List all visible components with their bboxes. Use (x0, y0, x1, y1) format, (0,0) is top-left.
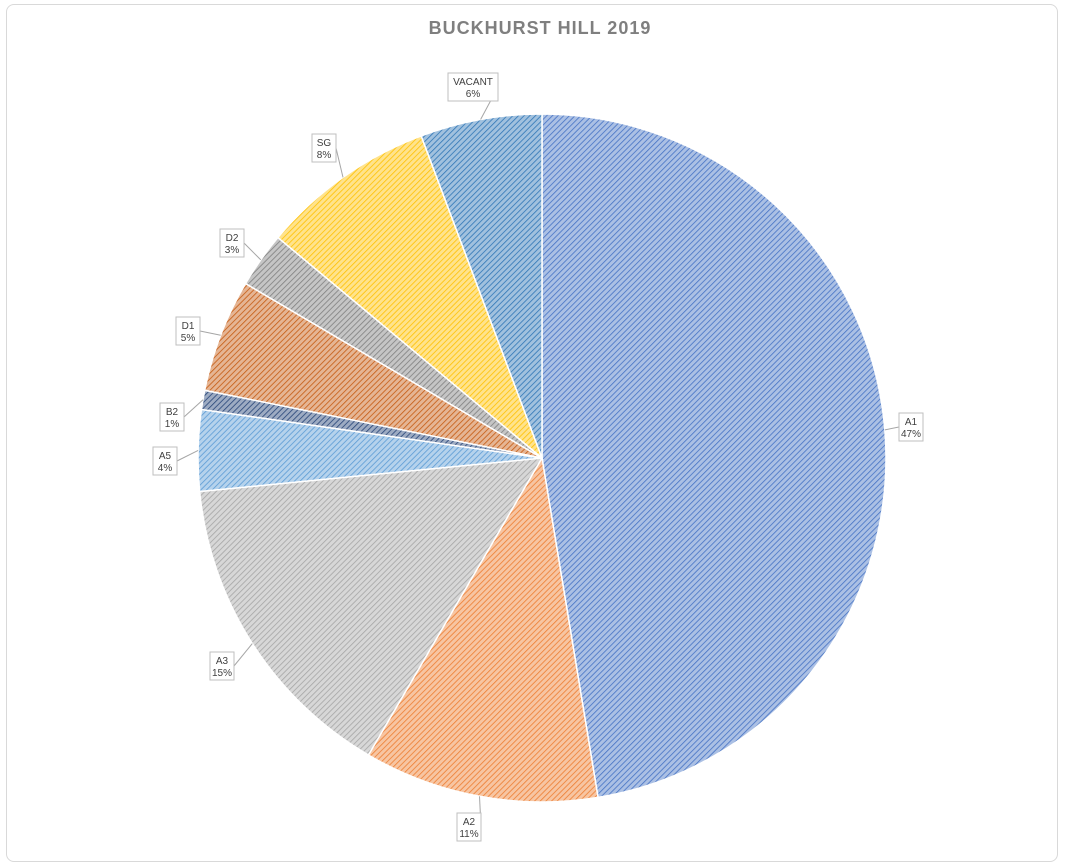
data-label-category: A1 (905, 417, 918, 428)
data-label-percent: 4% (158, 463, 173, 474)
slice-a1[interactable] (541, 113, 887, 799)
data-label-box (219, 228, 245, 258)
data-label-category: D1 (182, 321, 195, 332)
data-label-percent: 8% (317, 150, 332, 161)
data-label-percent: 1% (165, 419, 180, 430)
data-label-category: B2 (166, 407, 179, 418)
data-label-percent: 5% (181, 333, 196, 344)
data-label-category: SG (317, 138, 332, 149)
data-label-percent: 3% (225, 245, 240, 256)
data-label-box (209, 651, 235, 681)
data-label-percent: 11% (459, 829, 478, 840)
slice-a2[interactable] (367, 455, 599, 803)
data-label-category: VACANT (453, 77, 493, 88)
data-label-percent: 47% (901, 429, 921, 440)
data-label-category: A5 (159, 451, 172, 462)
data-label-box (456, 812, 482, 842)
data-label-percent: 15% (212, 668, 232, 679)
slice-a3[interactable] (198, 457, 544, 757)
data-label-box (447, 72, 499, 102)
data-label-box (311, 133, 337, 163)
data-label-category: A2 (463, 817, 476, 828)
data-label-box (152, 446, 178, 476)
slice-vacant[interactable] (420, 113, 543, 459)
leader-line (183, 399, 204, 418)
leader-line (199, 330, 221, 336)
chart-title: BUCKHURST HILL 2019 (428, 18, 652, 38)
leader-line (233, 643, 253, 667)
data-label-box (898, 412, 924, 442)
data-label-percent: 6% (466, 89, 481, 100)
leader-line (335, 147, 344, 178)
leader-line (884, 426, 900, 431)
leader-line (243, 242, 262, 261)
pie-slices (197, 113, 887, 803)
data-label-box (159, 402, 185, 432)
slice-sg[interactable] (276, 134, 544, 461)
data-label-category: A3 (216, 656, 229, 667)
data-label-category: D2 (226, 233, 239, 244)
data-label-box (175, 316, 201, 346)
leader-line (176, 449, 199, 462)
